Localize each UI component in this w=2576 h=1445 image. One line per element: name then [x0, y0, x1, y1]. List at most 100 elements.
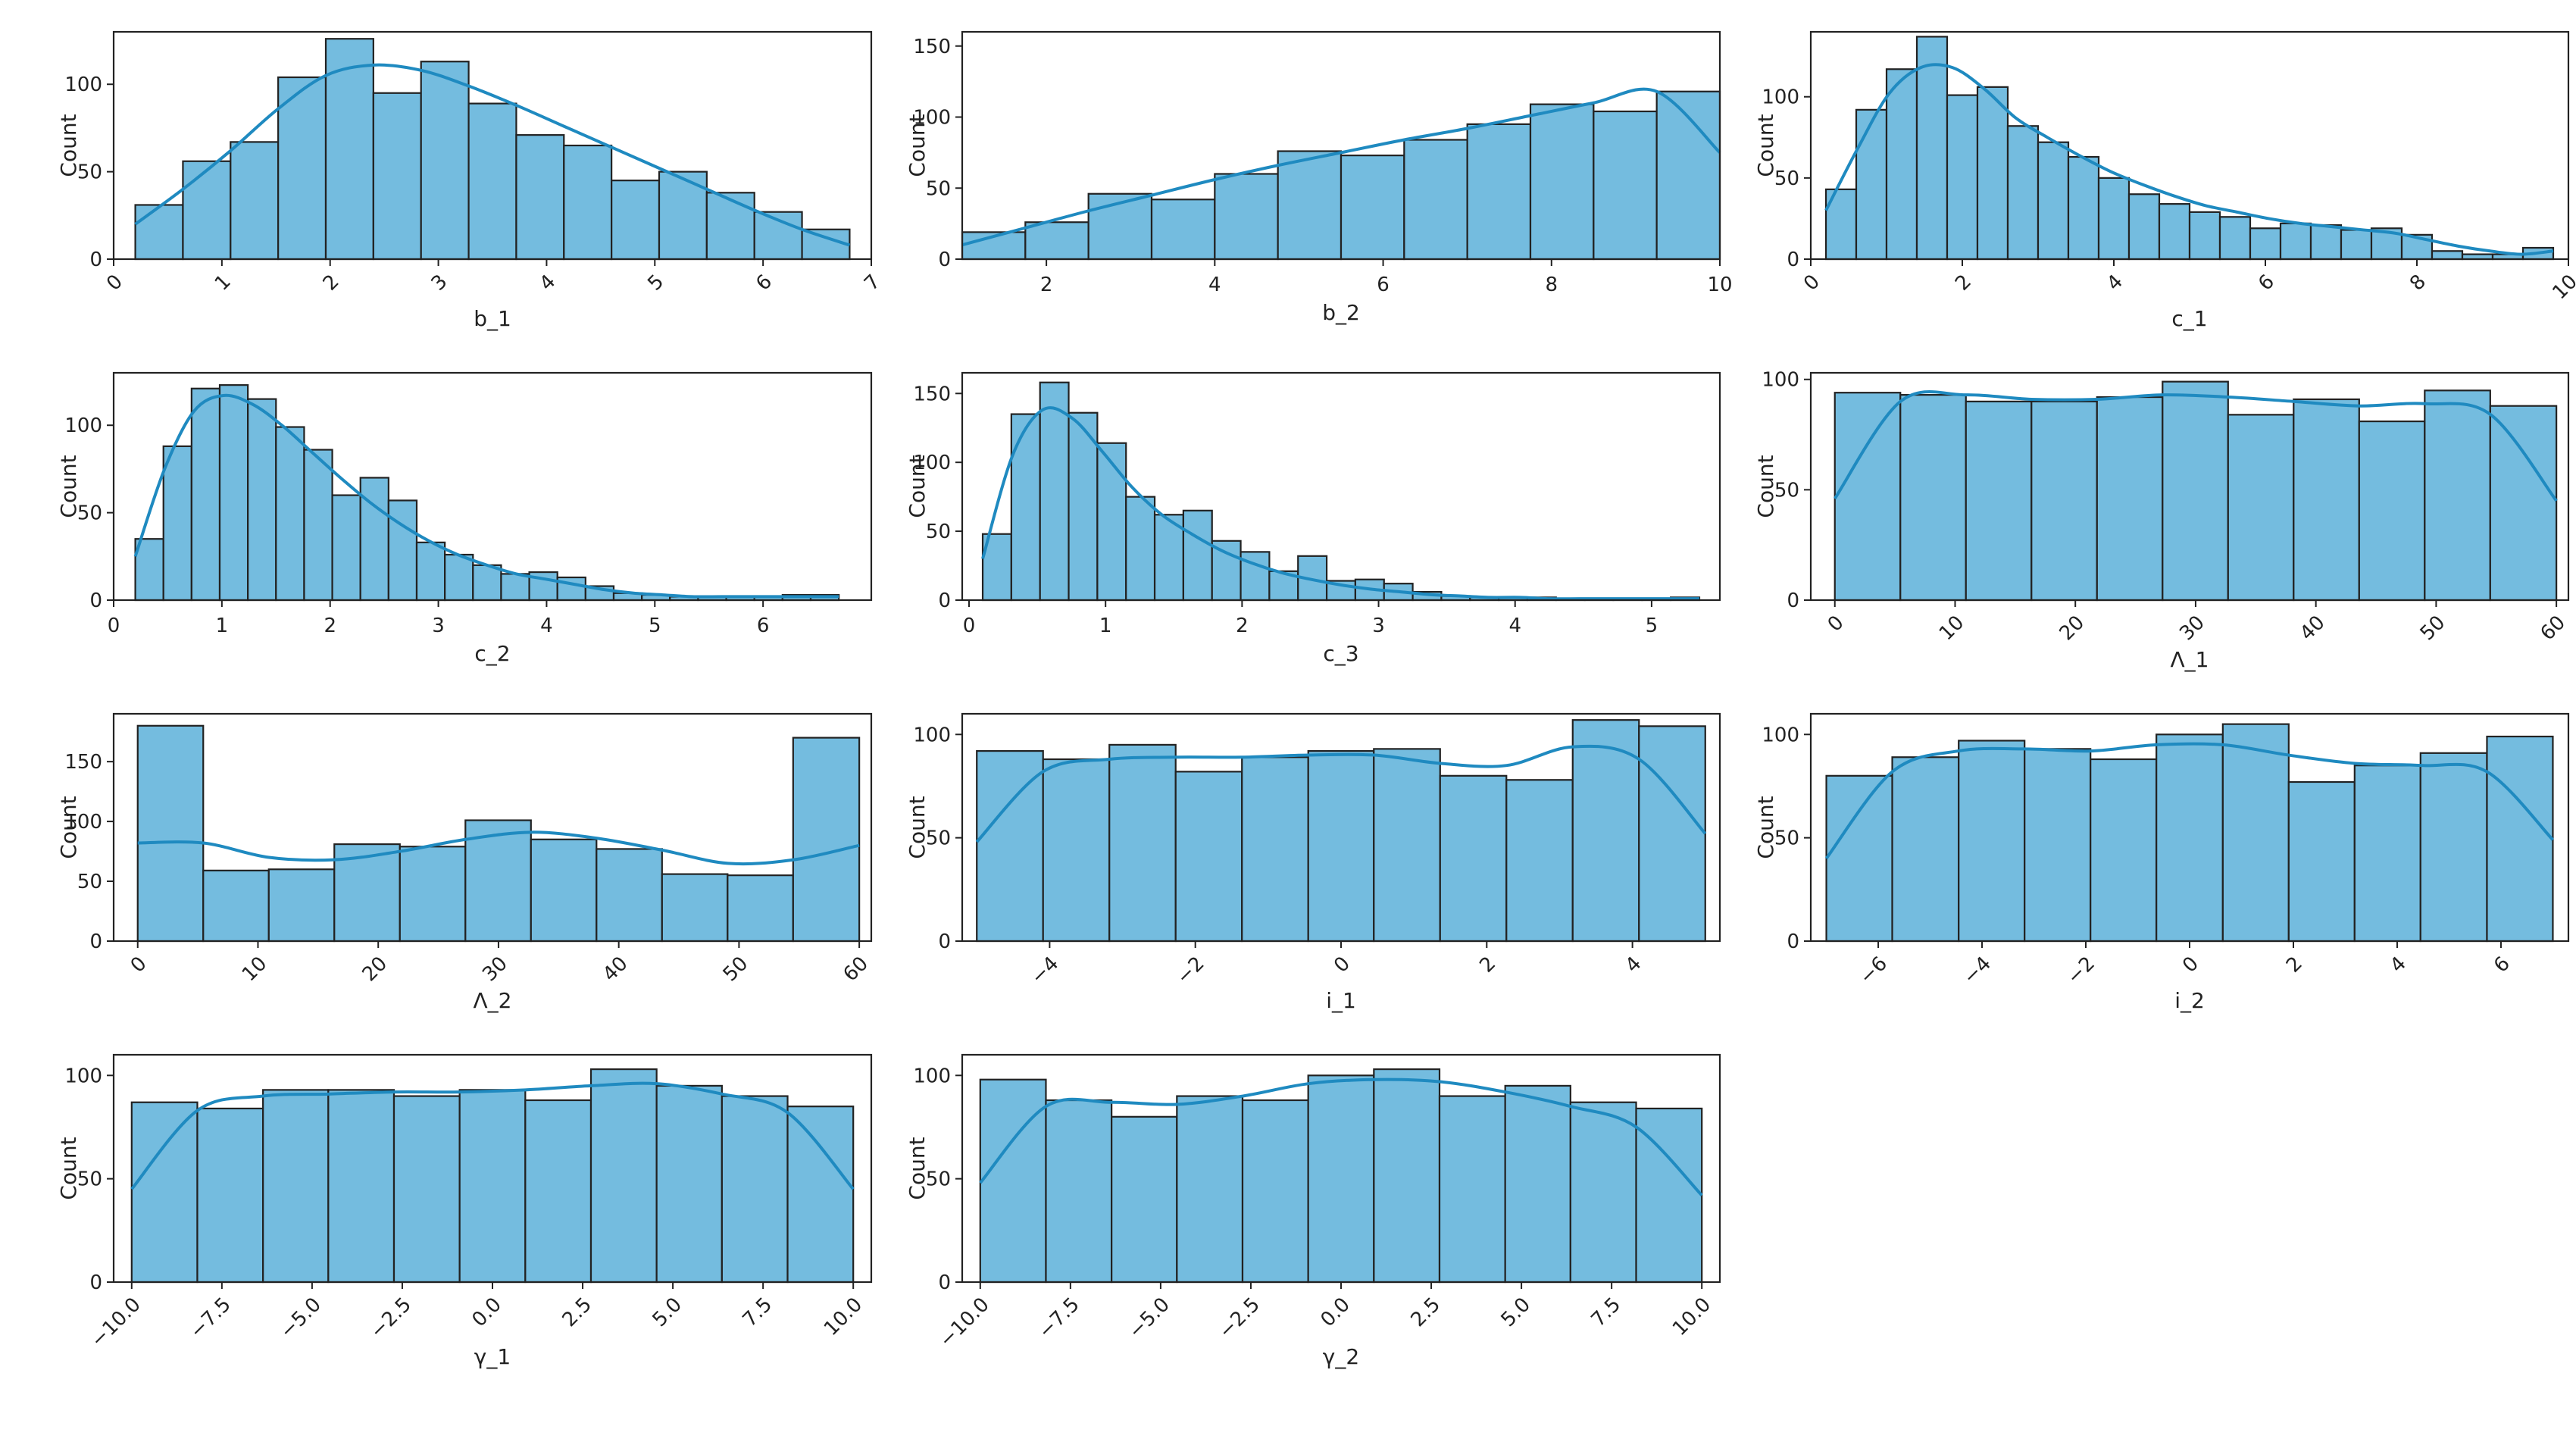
y-axis-label: Count: [905, 1137, 930, 1199]
histogram-bar: [1505, 779, 1574, 943]
histogram-bar: [134, 204, 184, 261]
histogram-bar: [327, 1089, 395, 1284]
bars-group: [134, 384, 840, 602]
x-tick-label: 0.0: [468, 1293, 506, 1331]
y-tick-label: 50: [77, 871, 102, 893]
x-tick-label: 0.0: [1317, 1293, 1355, 1331]
histogram-bar: [472, 564, 502, 602]
x-axis-label: i_2: [2174, 988, 2205, 1013]
histogram-bar: [2358, 420, 2426, 602]
y-tick-label: 0: [89, 930, 102, 953]
bars-group: [976, 719, 1706, 943]
histogram-bar: [2090, 758, 2158, 943]
x-tick-label: 4: [1508, 615, 1521, 637]
histogram-bar: [359, 477, 389, 602]
x-tick-label: 2.5: [558, 1293, 596, 1331]
kde-curve: [1824, 63, 2554, 256]
histogram-bar: [1891, 756, 1960, 943]
y-tick-label: 0: [938, 1271, 951, 1294]
bars-group: [981, 381, 1701, 602]
x-axis-label: b_2: [1322, 300, 1360, 325]
y-tick-label: 0: [1787, 249, 1799, 271]
histogram-bar: [275, 426, 305, 602]
x-tick-label: 7: [860, 271, 885, 296]
x-tick-label: 0: [108, 615, 120, 637]
y-tick-label: 100: [913, 724, 951, 746]
x-tick-label: 4: [1621, 952, 1646, 977]
bars-group: [134, 38, 851, 261]
histogram-bar: [2024, 748, 2092, 943]
histogram-lambda-1: 0 50 100 0 10 20 30 40 50 60 Λ_1 Count: [1753, 369, 2570, 672]
histogram-bar: [262, 1089, 330, 1284]
x-tick-label: −2: [1172, 952, 1208, 989]
y-axis-label: Count: [56, 1137, 81, 1199]
histogram-bar: [2353, 765, 2421, 943]
histogram-bar: [1042, 758, 1111, 943]
x-tick-label: −4: [1027, 952, 1063, 989]
histogram-bar: [1958, 740, 2026, 943]
histogram-bar: [1915, 36, 1949, 261]
x-tick-label: 5: [643, 271, 668, 296]
x-tick-label: 2: [1951, 271, 1976, 296]
histogram-bar: [1125, 496, 1156, 602]
x-tick-label: 8: [2406, 271, 2431, 296]
x-tick-label: 5.0: [649, 1293, 686, 1331]
y-tick-label: 50: [77, 1168, 102, 1191]
x-tick-label: −7.5: [186, 1293, 236, 1343]
bars-group: [130, 1068, 855, 1284]
histogram-c-2: 0 50 100 0 1 2 3 4 5 6 c_2 Count: [56, 371, 873, 666]
x-tick-label: −5.0: [276, 1293, 326, 1343]
histogram-bar: [979, 1078, 1047, 1284]
kde-curve: [961, 87, 1721, 247]
axes-frame: [1809, 371, 2570, 602]
histogram-gamma-1: 0 50 100 −10.0 −7.5 −5.0 −2.5 0.0 2.5 5.0 7.5 10.0 γ…: [56, 1053, 873, 1369]
x-tick-label: 2: [2282, 952, 2307, 977]
x-tick-label: 0: [2178, 952, 2203, 977]
x-tick-label: 0: [127, 952, 152, 977]
y-tick-label: 150: [64, 751, 102, 774]
histogram-bar: [1111, 1115, 1178, 1284]
kde-curve: [1834, 390, 2558, 502]
x-tick-label: 4: [2102, 271, 2127, 296]
x-axis-label: b_1: [474, 306, 511, 331]
histogram-b-2: 0 50 100 150 2 4 6 8 10 b_2 Count: [905, 30, 1733, 325]
histogram-bar: [589, 1068, 658, 1284]
histogram-bar: [1373, 1068, 1441, 1284]
y-axis-label: Count: [56, 114, 81, 177]
histogram-bar: [2489, 405, 2558, 602]
x-tick-label: 2: [1475, 952, 1500, 977]
x-tick-label: 2: [319, 271, 344, 296]
histogram-bar: [2419, 752, 2488, 943]
histogram-bar: [1214, 173, 1279, 261]
histogram-bar: [655, 1084, 723, 1284]
histogram-bar: [2431, 250, 2464, 261]
x-tick-label: 50: [2416, 611, 2450, 646]
histogram-c-3: 0 50 100 150 0 1 2 3 4 5 c_3 Count: [905, 371, 1721, 666]
y-axis-label: Count: [905, 796, 930, 859]
y-axis-label: Count: [1753, 455, 1778, 518]
axes-frame: [961, 371, 1721, 602]
histogram-bar: [1108, 743, 1177, 943]
histogram-b-1: 0 50 100 0 1 2 3 4 5 6 7 b_1 Count: [56, 30, 885, 331]
kde-curve: [133, 393, 839, 599]
kde-curve: [130, 1081, 855, 1190]
y-tick-label: 50: [1774, 167, 1799, 190]
y-axis-label: Count: [56, 796, 81, 859]
histogram-bar: [1096, 442, 1127, 602]
y-tick-label: 150: [913, 36, 951, 58]
histogram-bar: [1885, 68, 1918, 261]
x-tick-label: 1: [1099, 615, 1112, 637]
histogram-bar: [515, 134, 565, 261]
y-tick-label: 100: [64, 1065, 102, 1087]
x-tick-label: 0: [1330, 952, 1355, 977]
y-tick-label: 50: [926, 827, 951, 850]
y-tick-label: 0: [1787, 930, 1799, 953]
histogram-bar: [444, 553, 474, 602]
y-tick-label: 100: [913, 452, 951, 474]
histogram-bar: [1373, 748, 1441, 943]
x-tick-label: −6: [1855, 952, 1892, 989]
y-tick-label: 50: [1774, 827, 1799, 850]
x-axis-label: Λ_2: [474, 988, 512, 1013]
x-tick-label: 10.0: [820, 1293, 867, 1340]
histogram-bar: [2162, 380, 2229, 602]
